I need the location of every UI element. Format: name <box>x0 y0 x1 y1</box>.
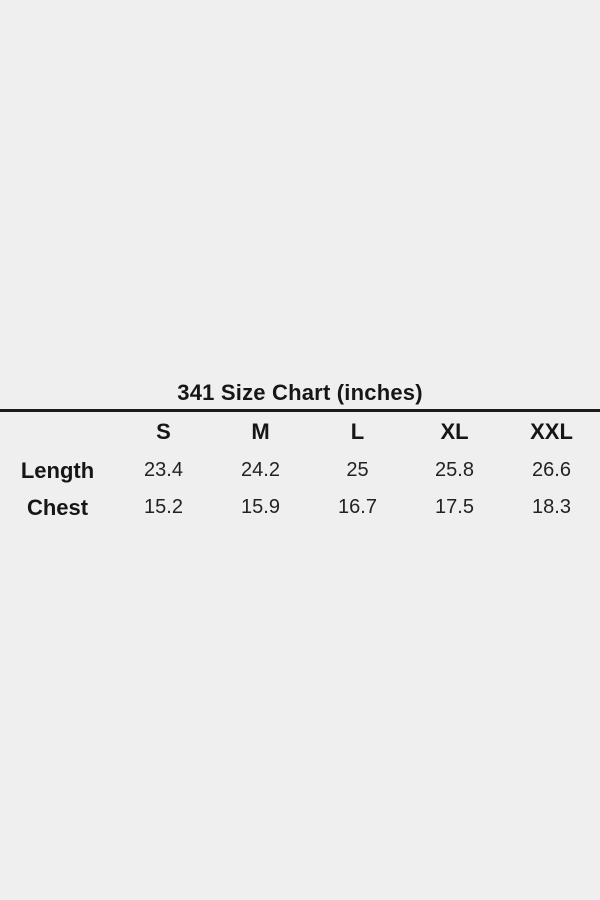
chest-s-value: 15.2 <box>144 496 183 518</box>
length-m-value: 24.2 <box>241 459 280 481</box>
size-chart-title: 341 Size Chart (inches) <box>177 380 423 405</box>
chest-l-value: 16.7 <box>338 496 377 518</box>
length-xl-value: 25.8 <box>435 459 474 481</box>
column-header-xxl: XXL <box>530 419 573 444</box>
length-s-value: 23.4 <box>144 459 183 481</box>
column-header-xl: XL <box>440 419 469 444</box>
chest-xl-value: 17.5 <box>435 496 474 518</box>
chest-xxl-value: 18.3 <box>532 496 571 518</box>
column-header-s: S <box>156 419 171 444</box>
row-label-length: Length <box>20 457 95 483</box>
header-row: S M L XL XXL <box>0 412 600 452</box>
column-header-m: M <box>251 419 270 444</box>
size-chart-table: S M L XL XXL Length 23.4 24.2 25 25.8 26… <box>0 412 600 526</box>
table-row-chest: Chest 15.2 15.9 16.7 17.5 18.3 <box>0 489 600 526</box>
corner-cell <box>0 412 115 452</box>
length-xxl-value: 26.6 <box>532 459 571 481</box>
table-row-length: Length 23.4 24.2 25 25.8 26.6 <box>0 452 600 489</box>
title-divider-line <box>0 409 600 412</box>
chest-m-value: 15.9 <box>241 496 280 518</box>
length-l-value: 25 <box>346 459 369 481</box>
column-header-l: L <box>350 419 365 444</box>
row-label-chest: Chest <box>26 494 89 520</box>
